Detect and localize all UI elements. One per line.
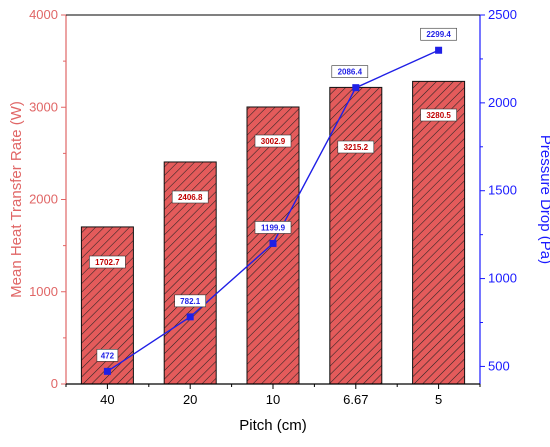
bar-value-label: 3280.5: [426, 111, 451, 120]
line-value-label: 782.1: [180, 297, 201, 306]
line-value-box: [96, 349, 119, 362]
line-point: [435, 46, 443, 54]
x-tick-label: 20: [183, 392, 197, 407]
x-tick-label: 40: [100, 392, 114, 407]
bar: [412, 80, 466, 385]
line-point: [103, 367, 111, 375]
bar-value-box: [89, 255, 126, 269]
line-value-box: [331, 65, 369, 78]
line-layer: [103, 46, 443, 375]
line-value-label: 2086.4: [338, 68, 363, 77]
line-point: [186, 313, 194, 321]
bar-value-label: 3002.9: [261, 137, 286, 146]
bar-value-label: 3215.2: [344, 143, 369, 152]
right-tick-label: 1000: [488, 271, 517, 286]
line-point: [269, 239, 277, 247]
x-tick-label: 6.67: [343, 392, 368, 407]
right-tick-label: 500: [488, 358, 510, 373]
right-axis-title: Pressure Drop (Pa): [537, 135, 550, 264]
line-value-label: 2299.4: [426, 30, 451, 39]
line-value-box: [420, 27, 457, 41]
bar: [329, 86, 383, 385]
line-value-label: 472: [101, 351, 115, 360]
line-value-box: [254, 221, 292, 234]
left-tick-label: 4000: [29, 7, 58, 22]
x-axis-title: Pitch (cm): [239, 417, 307, 434]
left-tick-label: 3000: [29, 99, 58, 114]
left-tick-label: 2000: [29, 192, 58, 207]
left-axis-title: Mean Heat Transfer Rate (W): [8, 101, 25, 298]
line-value-box: [174, 294, 206, 308]
bar-value-box: [171, 190, 209, 204]
bar-value-box: [337, 140, 375, 154]
line-point: [352, 84, 360, 92]
right-tick-label: 2000: [488, 95, 517, 110]
right-tick-label: 2500: [488, 7, 517, 22]
x-tick-label: 10: [266, 392, 280, 407]
line-value-label: 1199.9: [261, 223, 286, 232]
right-tick-label: 1500: [488, 183, 517, 198]
x-tick-label: 5: [435, 392, 442, 407]
labels-layer: 1702.7 2406.8 3002.9 3215.2 3280.5 472 782.1 11…: [89, 27, 457, 362]
bar-value-label: 2406.8: [178, 193, 203, 202]
axes-layer: 0 1000 2000 3000 4000 500 1000 1500 2000 2500 40 20…: [8, 7, 550, 434]
bar-value-label: 1702.7: [95, 258, 120, 267]
left-tick-label: 1000: [29, 284, 58, 299]
left-tick-label: 0: [51, 376, 58, 391]
bar-value-box: [254, 134, 292, 148]
bar-value-box: [420, 108, 457, 122]
